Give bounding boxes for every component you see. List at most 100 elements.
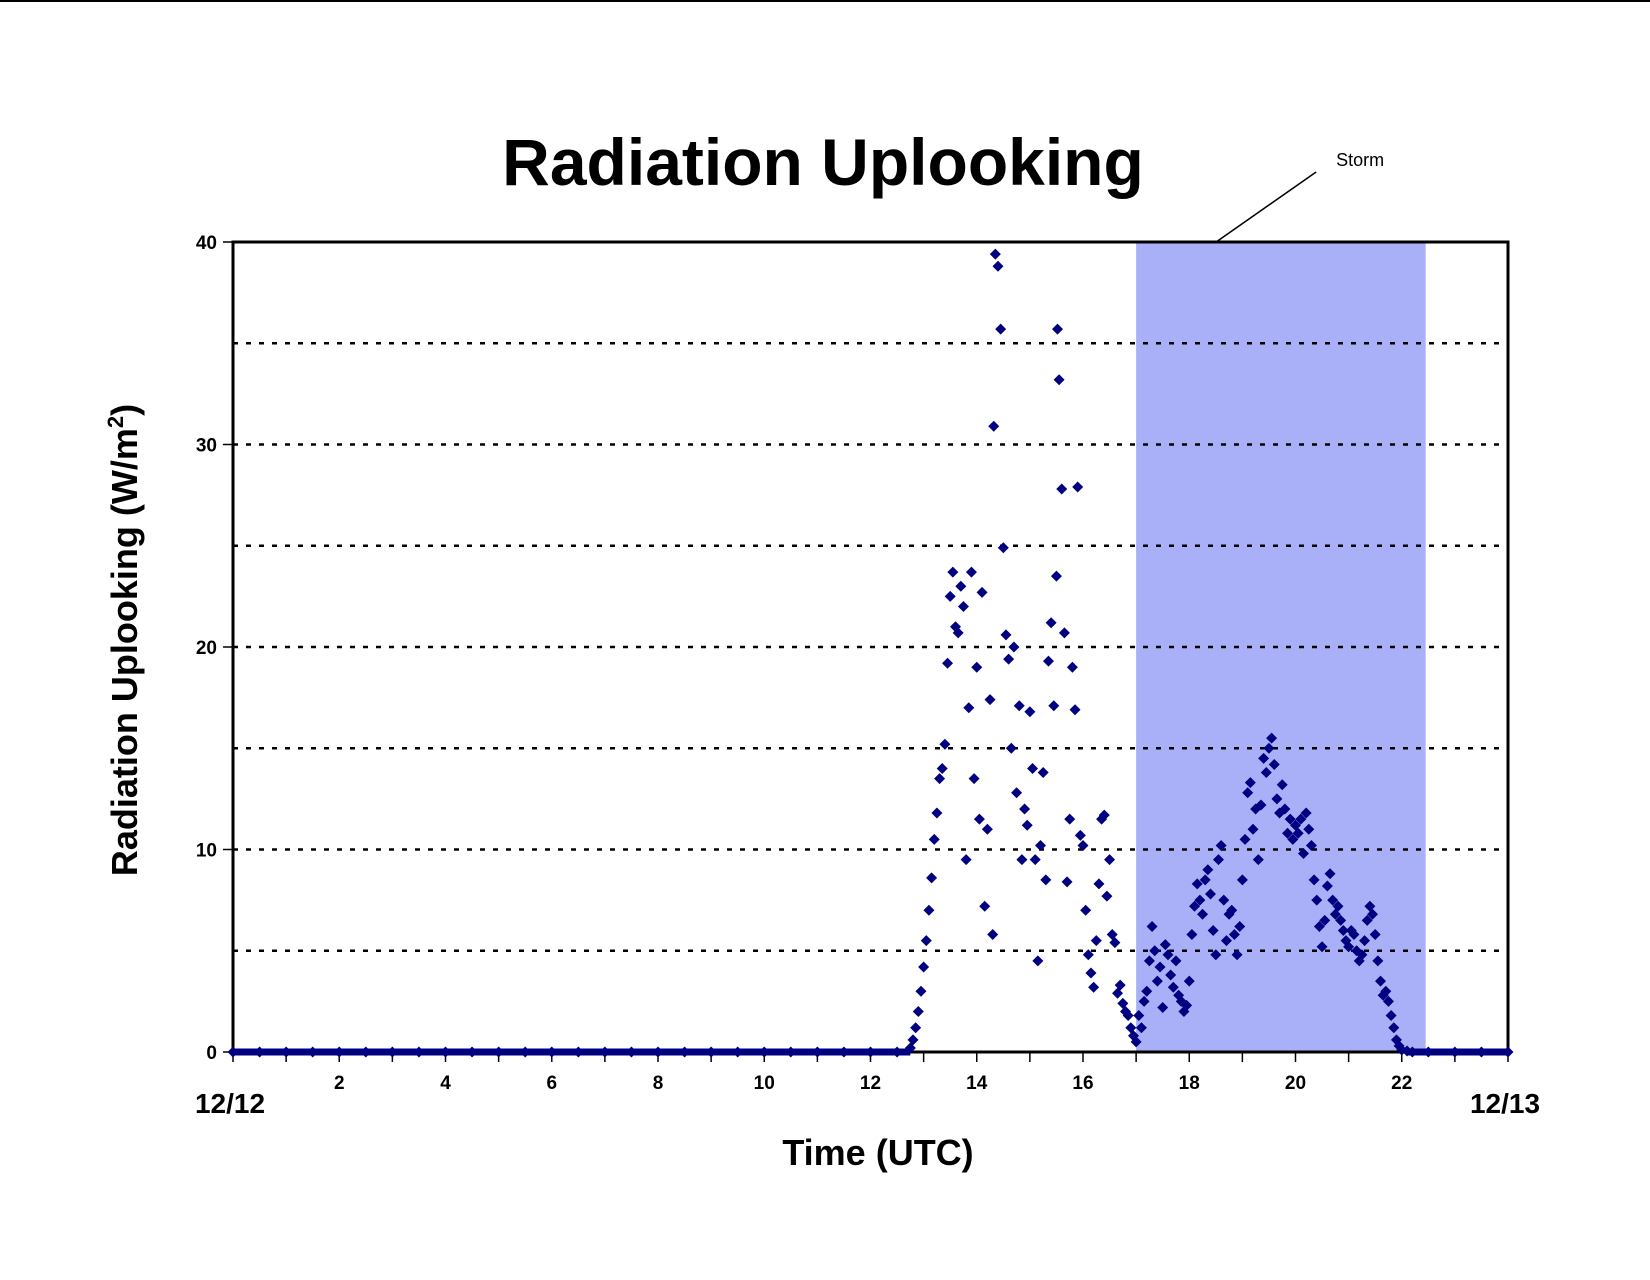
- storm-layer: Storm: [1136, 150, 1426, 1052]
- storm-annotation-label: Storm: [1336, 150, 1384, 170]
- y-tick-label: 20: [196, 638, 217, 659]
- data-point: [1236, 874, 1248, 886]
- data-point: [1052, 323, 1063, 335]
- data-point: [1231, 949, 1243, 961]
- data-point: [944, 590, 956, 602]
- data-point: [1019, 803, 1031, 815]
- data-point: [987, 929, 999, 941]
- y-tick-label: 40: [196, 233, 217, 254]
- data-point: [1244, 777, 1256, 789]
- data-point: [1159, 939, 1171, 951]
- data-point: [926, 872, 938, 884]
- data-point: [1011, 787, 1023, 799]
- data-point: [1191, 878, 1203, 890]
- y-axis-title-main: Radiation Uplooking (W/m: [104, 428, 145, 876]
- data-point: [1090, 935, 1102, 947]
- data-point: [1252, 854, 1264, 866]
- data-point: [1053, 374, 1065, 386]
- data-point: [1337, 925, 1349, 936]
- data-point: [1072, 481, 1084, 493]
- data-point: [960, 854, 972, 866]
- data-point: [942, 657, 954, 669]
- data-point: [1327, 894, 1339, 906]
- data-point: [1284, 813, 1296, 825]
- data-point: [973, 813, 985, 825]
- data-point: [1305, 839, 1317, 851]
- data-point: [1048, 700, 1060, 712]
- data-point: [1109, 937, 1121, 949]
- data-point: [912, 1006, 924, 1017]
- data-point: [1263, 742, 1275, 754]
- y-axis-title: Radiation Uplooking (W/m2): [103, 404, 145, 876]
- data-point: [1162, 949, 1174, 961]
- data-point: [1133, 1010, 1145, 1022]
- data-point: [995, 323, 1007, 335]
- y-axis-title-sup: 2: [103, 416, 128, 428]
- data-point: [1088, 981, 1100, 993]
- data-point: [1375, 975, 1386, 987]
- chart-title: Radiation Uplooking: [502, 125, 1144, 199]
- data-point: [1005, 742, 1017, 754]
- data-point: [1316, 941, 1328, 953]
- data-point: [1143, 955, 1155, 967]
- data-point: [1154, 961, 1166, 973]
- data-point: [1056, 483, 1068, 495]
- data-point: [934, 773, 946, 785]
- data-point: [1114, 979, 1126, 991]
- data-point: [1205, 888, 1216, 900]
- grid-layer: [233, 342, 1508, 952]
- data-point: [1027, 763, 1039, 774]
- data-point: [907, 1034, 919, 1046]
- data-point: [918, 961, 930, 973]
- data-point: [910, 1022, 922, 1034]
- data-point: [1016, 854, 1028, 866]
- data-point: [1220, 935, 1232, 947]
- data-point: [915, 985, 927, 997]
- x-tick-label: 6: [546, 1073, 557, 1094]
- data-point: [984, 694, 996, 706]
- data-point: [936, 763, 948, 774]
- y-tick-label: 0: [206, 1043, 217, 1064]
- data-point: [1104, 854, 1116, 866]
- data-point: [1287, 833, 1299, 845]
- x-tick-label: 8: [653, 1073, 664, 1094]
- data-point: [1218, 894, 1230, 906]
- data-point: [1061, 876, 1073, 888]
- data-point: [1367, 908, 1379, 920]
- data-point: [952, 627, 964, 639]
- data-point: [1258, 752, 1270, 764]
- y-axis-title-close: ): [104, 404, 145, 416]
- data-point: [1380, 985, 1392, 997]
- data-point: [1167, 981, 1179, 993]
- page-top-border: [0, 0, 1650, 2]
- data-point: [1040, 874, 1052, 886]
- data-point: [920, 935, 932, 947]
- data-point: [1369, 929, 1381, 941]
- data-point: [1348, 929, 1360, 941]
- data-point: [1295, 813, 1307, 825]
- x-tick-label: 12: [860, 1073, 881, 1094]
- data-point: [1064, 813, 1076, 825]
- data-point: [1122, 1010, 1134, 1022]
- data-point: [1093, 878, 1105, 890]
- data-point: [1042, 655, 1054, 667]
- data-point: [1021, 819, 1033, 831]
- data-point: [1146, 920, 1158, 932]
- data-point: [1372, 955, 1384, 967]
- data-point: [1080, 904, 1092, 916]
- data-point: [955, 580, 967, 592]
- data-point: [1082, 949, 1094, 961]
- data-point: [1183, 975, 1195, 987]
- data-point: [1058, 627, 1070, 639]
- data-point: [1324, 868, 1336, 880]
- data-point: [1003, 653, 1015, 665]
- data-point: [963, 702, 975, 714]
- data-point: [1268, 758, 1280, 770]
- data-point: [989, 248, 1001, 260]
- start-date-label: 12/12: [195, 1088, 265, 1119]
- data-points: [227, 248, 1514, 1058]
- data-point: [1361, 914, 1373, 926]
- data-point: [1189, 900, 1201, 912]
- data-point: [1151, 975, 1163, 987]
